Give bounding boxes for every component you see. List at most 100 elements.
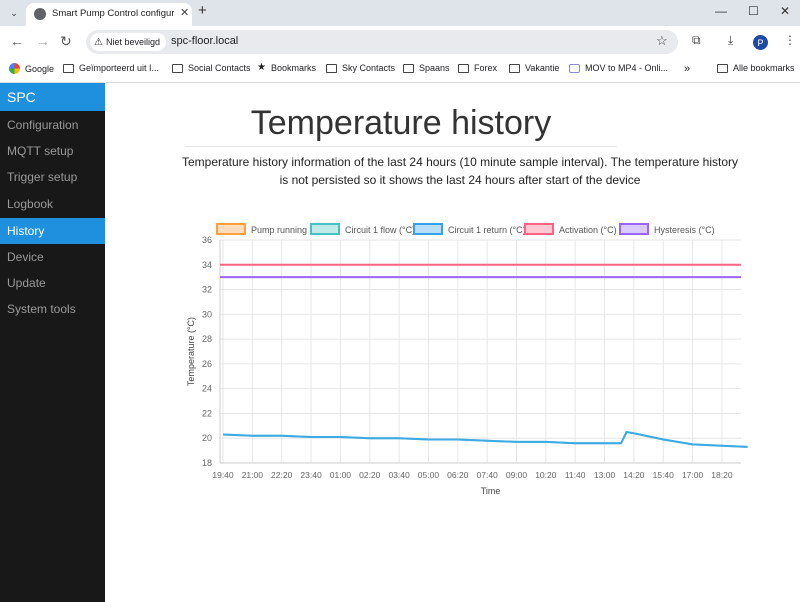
download-icon[interactable]: ⤓: [728, 33, 734, 47]
y-tick-label: 30: [202, 309, 212, 319]
folder-icon: [509, 63, 520, 73]
legend-swatch: [524, 223, 554, 235]
sidebar: SPC Configuration MQTT setup Trigger set…: [0, 83, 105, 602]
x-tick-label: 01:00: [330, 470, 352, 480]
link-icon: [569, 63, 580, 73]
google-icon: [9, 63, 20, 74]
back-icon[interactable]: ←: [10, 33, 24, 49]
sidebar-item-device[interactable]: Device: [7, 250, 44, 264]
x-tick-label: 03:40: [388, 470, 410, 480]
address-bar[interactable]: ⚠ Niet beveiligd spc-floor.local ☆: [86, 30, 678, 54]
sidebar-item-history[interactable]: History: [0, 218, 105, 244]
x-tick-label: 22:20: [271, 470, 293, 480]
reload-icon[interactable]: ↻: [60, 33, 72, 49]
y-tick-label: 34: [202, 260, 212, 270]
sidebar-item-mqtt-setup[interactable]: MQTT setup: [7, 144, 74, 158]
legend-label: Circuit 1 return (°C): [448, 225, 526, 235]
bookmark-imported[interactable]: Geïmporteerd uit I...: [63, 63, 159, 73]
legend-label: Hysteresis (°C): [654, 225, 715, 235]
x-tick-label: 06:20: [447, 470, 469, 480]
y-tick-label: 28: [202, 334, 212, 344]
x-tick-label: 09:00: [506, 470, 528, 480]
legend-swatch: [413, 223, 443, 235]
browser-tab-bar: ⌄ Smart Pump Control configurati ✕ + — ☐…: [0, 0, 800, 26]
folder-icon: [172, 63, 183, 73]
tab-title: Smart Pump Control configurati: [52, 8, 174, 19]
bookmarks-bar: Google Geïmporteerd uit I... Social Cont…: [0, 58, 800, 83]
x-tick-label: 05:00: [418, 470, 440, 480]
page-title: Temperature history: [185, 104, 617, 147]
x-tick-label: 21:00: [242, 470, 264, 480]
menu-icon[interactable]: ⋮: [784, 33, 796, 47]
y-axis-title: Temperature (°C): [186, 317, 196, 386]
x-tick-label: 07:40: [477, 470, 499, 480]
tab-search-icon[interactable]: ⌄: [10, 7, 18, 18]
legend-swatch: [619, 223, 649, 235]
all-bookmarks[interactable]: Alle bookmarks: [717, 63, 795, 73]
security-label: Niet beveiligd: [105, 37, 160, 47]
bookmark-social-contacts[interactable]: Social Contacts: [172, 63, 251, 73]
maximize-icon[interactable]: ☐: [748, 4, 759, 18]
close-tab-icon[interactable]: ✕: [180, 7, 190, 19]
bookmark-spaans[interactable]: Spaans: [403, 63, 450, 73]
bookmark-google[interactable]: Google: [9, 63, 54, 74]
bookmark-vakantie[interactable]: Vakantie: [509, 63, 559, 73]
x-axis-title: Time: [481, 486, 501, 496]
y-tick-label: 32: [202, 285, 212, 295]
folder-icon: [717, 63, 728, 73]
brand[interactable]: SPC: [0, 83, 105, 111]
x-tick-label: 19:40: [212, 470, 234, 480]
sidebar-item-trigger-setup[interactable]: Trigger setup: [7, 170, 78, 184]
sidebar-item-configuration[interactable]: Configuration: [7, 118, 79, 132]
x-tick-label: 13:00: [594, 470, 616, 480]
x-tick-label: 11:40: [565, 470, 586, 480]
warning-icon: ⚠: [94, 36, 103, 48]
folder-icon: [403, 63, 414, 73]
bookmark-sky-contacts[interactable]: Sky Contacts: [326, 63, 395, 73]
y-tick-label: 20: [202, 433, 212, 443]
x-tick-label: 02:20: [359, 470, 381, 480]
browser-tab[interactable]: Smart Pump Control configurati ✕: [26, 3, 192, 26]
legend-swatch: [216, 223, 246, 235]
temperature-chart: 18 20 22 24 26 28 30 32 34 36 19:40 21:00 22:20 23:40…: [186, 223, 748, 496]
url-text[interactable]: spc-floor.local: [171, 35, 239, 47]
security-chip[interactable]: ⚠ Niet beveiligd: [90, 33, 166, 51]
bookmark-bookmarks[interactable]: ★ Bookmarks: [257, 62, 316, 74]
minimize-icon[interactable]: —: [715, 4, 727, 18]
bookmark-star-icon[interactable]: ☆: [656, 33, 668, 48]
x-tick-label: 10:20: [535, 470, 557, 480]
folder-icon: [63, 63, 74, 73]
globe-icon: [34, 8, 46, 20]
extensions-icon[interactable]: ⧉: [692, 33, 701, 47]
sidebar-item-update[interactable]: Update: [7, 276, 46, 290]
x-tick-label: 17:00: [682, 470, 704, 480]
profile-avatar[interactable]: P: [753, 35, 768, 50]
y-tick-label: 24: [202, 384, 212, 394]
legend-label: Activation (°C): [559, 225, 617, 235]
legend-label: Pump running: [251, 225, 307, 235]
x-tick-label: 23:40: [300, 470, 322, 480]
sidebar-item-system-tools[interactable]: System tools: [7, 302, 76, 316]
browser-toolbar: ← → ↻ ⚠ Niet beveiligd spc-floor.local ☆: [0, 26, 800, 58]
bookmark-forex[interactable]: Forex: [458, 63, 497, 73]
sidebar-item-logbook[interactable]: Logbook: [7, 197, 54, 211]
close-window-icon[interactable]: ✕: [780, 4, 791, 18]
y-tick-label: 18: [202, 458, 212, 468]
bookmark-mov-to-mp4[interactable]: MOV to MP4 - Onli...: [569, 63, 668, 73]
star-icon: ★: [257, 62, 266, 73]
folder-icon: [458, 63, 469, 73]
y-tick-label: 22: [202, 408, 212, 418]
y-tick-label: 26: [202, 359, 212, 369]
legend-label: Circuit 1 flow (°C): [345, 225, 415, 235]
x-tick-label: 15:40: [653, 470, 675, 480]
x-tick-label: 18:20: [711, 470, 733, 480]
y-tick-label: 36: [202, 235, 212, 245]
folder-icon: [326, 63, 337, 73]
page-description: Temperature history information of the l…: [181, 155, 739, 187]
forward-icon[interactable]: →: [36, 33, 50, 49]
x-tick-label: 14:20: [623, 470, 645, 480]
series-line-2: [222, 431, 748, 448]
new-tab-icon[interactable]: +: [198, 2, 207, 19]
legend-swatch: [310, 223, 340, 235]
more-bookmarks-icon[interactable]: »: [684, 63, 691, 75]
